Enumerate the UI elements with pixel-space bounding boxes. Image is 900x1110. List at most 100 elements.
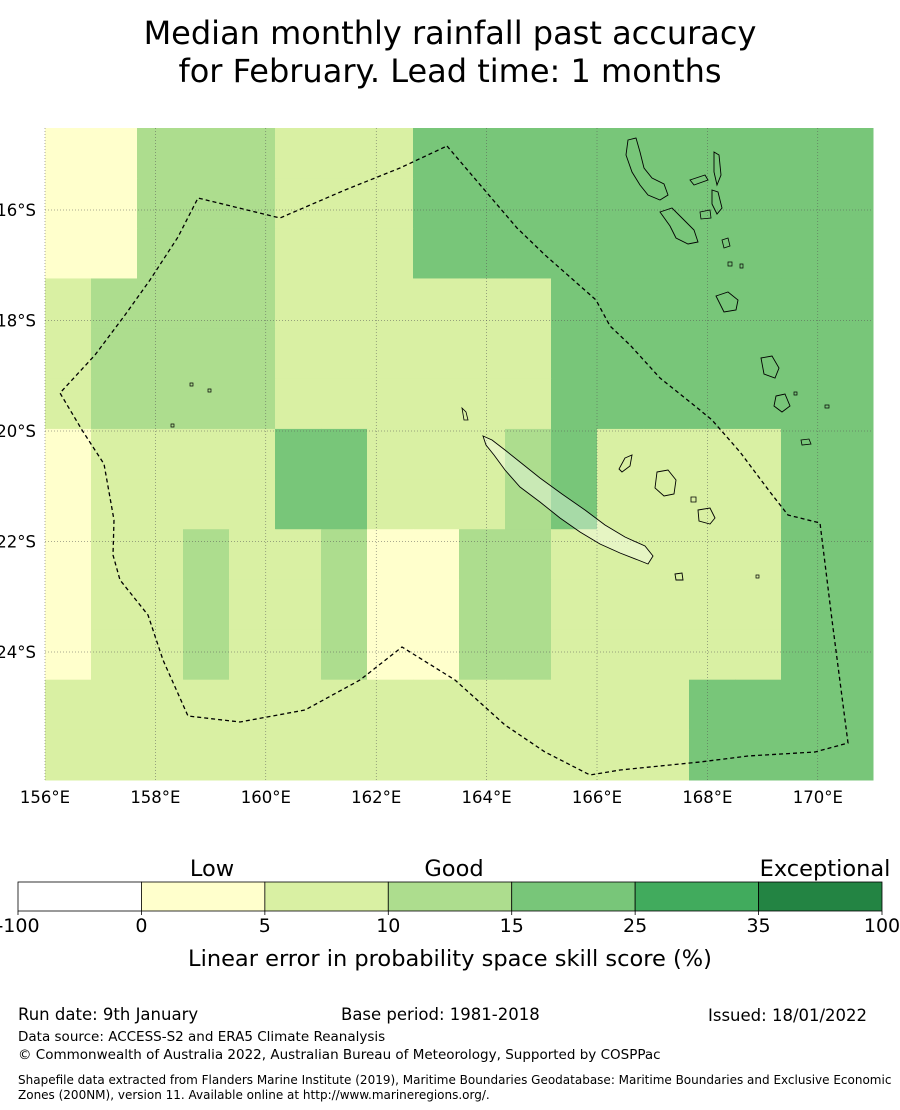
skill-cell bbox=[413, 178, 460, 229]
island-efate bbox=[715, 291, 739, 313]
skill-cell bbox=[91, 629, 138, 681]
skill-cell bbox=[45, 428, 92, 480]
skill-cell bbox=[735, 328, 782, 380]
skill-cell bbox=[229, 479, 276, 530]
skill-cell bbox=[275, 629, 322, 681]
skill-cell bbox=[551, 479, 598, 530]
island-epi bbox=[721, 237, 731, 249]
skill-cell bbox=[321, 428, 368, 480]
shapefile-credit-2: Zones (200NM), version 11. Available onl… bbox=[18, 1088, 490, 1102]
skill-cell bbox=[183, 378, 230, 430]
skill-cell bbox=[137, 729, 184, 781]
skill-cell bbox=[643, 679, 690, 731]
lat-tick-label: 18°S bbox=[0, 312, 36, 331]
skill-cell bbox=[781, 729, 828, 781]
base-period: Base period: 1981-2018 bbox=[341, 1005, 540, 1024]
skill-cell bbox=[551, 729, 598, 781]
skill-cell bbox=[45, 378, 92, 430]
skill-cell bbox=[735, 428, 782, 480]
skill-cell bbox=[137, 378, 184, 430]
skill-cell bbox=[689, 378, 736, 430]
skill-cell bbox=[183, 729, 230, 781]
skill-cell bbox=[689, 729, 736, 781]
issued-date: Issued: 18/01/2022 bbox=[708, 1006, 868, 1025]
skill-cell bbox=[91, 228, 138, 279]
island-ambrym bbox=[699, 209, 712, 220]
skill-cell bbox=[689, 679, 736, 731]
skill-cell bbox=[827, 529, 874, 580]
skill-cell bbox=[413, 328, 460, 380]
skill-cell bbox=[137, 428, 184, 480]
skill-cell bbox=[597, 328, 644, 380]
skill-cell bbox=[45, 178, 92, 229]
colorbar-category-label: Low bbox=[190, 856, 234, 882]
skill-cell bbox=[827, 328, 874, 380]
longitude-ticks: 156°E 158°E 160°E 162°E 164°E 166°E 168°E 170°E bbox=[20, 788, 843, 807]
skill-cell bbox=[597, 228, 644, 279]
skill-cell bbox=[735, 479, 782, 530]
island-small-6 bbox=[207, 388, 212, 393]
skill-cell bbox=[275, 729, 322, 781]
island-tiga bbox=[690, 496, 697, 503]
skill-cell bbox=[781, 228, 828, 279]
island-small-5 bbox=[189, 382, 194, 387]
skill-cell bbox=[91, 679, 138, 731]
skill-cell bbox=[551, 679, 598, 731]
skill-cell bbox=[597, 629, 644, 681]
skill-cell bbox=[229, 178, 276, 229]
skill-cell bbox=[367, 278, 414, 330]
colorbar-category-label: Exceptional bbox=[760, 856, 891, 882]
colorbar-segment bbox=[511, 881, 636, 912]
skill-cell bbox=[735, 679, 782, 731]
skill-cell bbox=[275, 529, 322, 580]
skill-cell bbox=[229, 278, 276, 330]
skill-cell bbox=[275, 128, 322, 179]
skill-cell bbox=[781, 479, 828, 530]
island-pines bbox=[674, 572, 684, 581]
skill-cell bbox=[137, 178, 184, 229]
skill-cell bbox=[689, 128, 736, 179]
skill-cell bbox=[827, 428, 874, 480]
skill-cell bbox=[413, 629, 460, 681]
skill-cell bbox=[321, 529, 368, 580]
skill-cell bbox=[689, 579, 736, 631]
island-small-7 bbox=[170, 423, 175, 428]
skill-cell bbox=[183, 579, 230, 631]
colorbar bbox=[17, 881, 883, 912]
skill-cell bbox=[137, 278, 184, 330]
skill-cell bbox=[321, 228, 368, 279]
island-ouvea bbox=[618, 454, 633, 473]
skill-cell bbox=[229, 529, 276, 580]
skill-cell bbox=[367, 378, 414, 430]
eez-boundary bbox=[59, 145, 849, 776]
skill-cell bbox=[643, 228, 690, 279]
skill-cell bbox=[735, 178, 782, 229]
skill-cell bbox=[781, 579, 828, 631]
skill-cell bbox=[735, 278, 782, 330]
colorbar-categories: Low Good Exceptional bbox=[190, 856, 891, 882]
lon-tick-label: 162°E bbox=[351, 788, 401, 807]
skill-cell bbox=[643, 328, 690, 380]
skill-cell bbox=[551, 629, 598, 681]
skill-cell bbox=[505, 128, 552, 179]
colorbar-tick-label: 35 bbox=[746, 915, 770, 937]
chart-title-line2: for February. Lead time: 1 months bbox=[178, 52, 722, 90]
skill-cell bbox=[183, 428, 230, 480]
skill-cell bbox=[183, 128, 230, 179]
skill-cell bbox=[45, 579, 92, 631]
lon-tick-label: 168°E bbox=[682, 788, 732, 807]
skill-cell bbox=[827, 278, 874, 330]
skill-cell bbox=[91, 529, 138, 580]
skill-cell bbox=[45, 679, 92, 731]
skill-cell bbox=[643, 428, 690, 480]
colorbar-label: Linear error in probability space skill … bbox=[188, 946, 712, 972]
skill-cell bbox=[597, 128, 644, 179]
skill-cell bbox=[781, 428, 828, 480]
skill-cell bbox=[781, 378, 828, 430]
lon-tick-label: 160°E bbox=[241, 788, 291, 807]
skill-cell bbox=[413, 278, 460, 330]
island-espiritu-santo bbox=[625, 137, 669, 201]
skill-cell bbox=[91, 729, 138, 781]
skill-cell bbox=[321, 729, 368, 781]
skill-cell bbox=[321, 328, 368, 380]
